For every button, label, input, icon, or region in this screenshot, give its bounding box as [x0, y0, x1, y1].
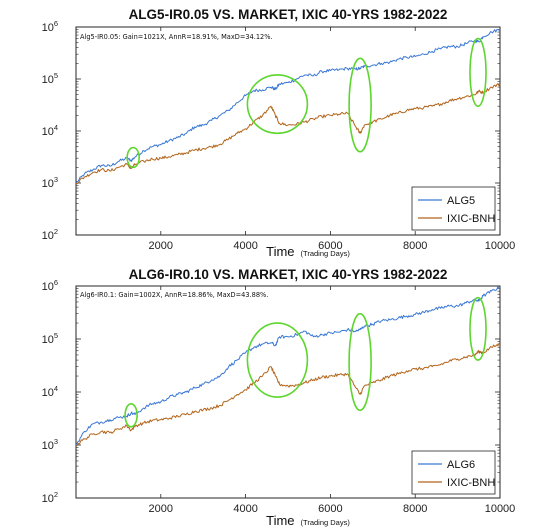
chart-bottom-annotation: Alg6-IR0.1: Gain=1002X, AnnR=18.86%, Max…	[80, 291, 268, 299]
chart-bottom-title: ALG6-IR0.10 VS. MARKET, IXIC 40-YRS 1982…	[129, 267, 448, 282]
chart-top-series-ixic-line	[75, 83, 501, 185]
chart-top-highlight-ellipse	[348, 57, 372, 153]
chart-top-highlight-ellipse	[469, 37, 487, 108]
chart-top-legend-label-ixic: IXIC-BNH	[447, 213, 495, 225]
chart-bottom-legend-box	[411, 450, 496, 495]
chart-bottom-highlight-ellipse	[246, 322, 309, 398]
chart-bottom: ALG6-IR0.10 VS. MARKET, IXIC 40-YRS 1982…	[42, 267, 516, 529]
chart-bottom-x-tick-label: 2000	[149, 503, 173, 515]
chart-bottom-y-tick-label: 102	[42, 490, 58, 505]
chart-bottom-y-tick-label: 104	[42, 384, 58, 399]
chart-top-x-label-main: Time	[266, 244, 294, 259]
chart-top-highlight-ellipse	[126, 146, 140, 169]
chart-bottom-y-tick-label: 103	[42, 437, 58, 452]
chart-bottom-legend: ALG6 IXIC-BNH	[411, 450, 496, 495]
chart-bottom-x-tick-label: 8000	[403, 503, 427, 515]
chart-bottom-series-ixic-line	[75, 343, 501, 447]
chart-top-x-label: Time (Trading Days)	[266, 243, 350, 260]
chart-top-x-tick-label: 8000	[403, 240, 427, 252]
chart-top-y-tick-label: 103	[42, 175, 58, 190]
chart-bottom-y-tick-label: 105	[42, 331, 58, 346]
chart-top-x-tick-label: 6000	[318, 240, 342, 252]
chart-top-legend-box	[411, 186, 496, 231]
chart-top-y-tick-label: 104	[42, 123, 58, 138]
chart-bottom-highlight-ellipse	[469, 296, 487, 361]
chart-top-y-ticks: 102 103 104 105 106	[42, 19, 500, 242]
chart-top-legend: ALG5 IXIC-BNH	[411, 186, 496, 231]
chart-top-highlights	[126, 37, 487, 169]
chart-top-title: ALG5-IR0.05 VS. MARKET, IXIC 40-YRS 1982…	[129, 7, 448, 22]
chart-bottom-x-tick-label: 4000	[233, 503, 257, 515]
chart-bottom-highlights	[124, 296, 487, 428]
chart-bottom-x-tick-label: 10000	[485, 503, 516, 515]
chart-top-x-ticks: 2000 4000 6000 8000 10000	[149, 27, 516, 252]
chart-bottom-highlight-ellipse	[348, 312, 372, 412]
chart-top-x-tick-label: 4000	[233, 240, 257, 252]
chart-bottom-y-ticks: 102 103 104 105 106	[42, 278, 500, 505]
chart-bottom-x-label: Time (Trading Days)	[266, 512, 350, 529]
chart-top-x-tick-label: 2000	[149, 240, 173, 252]
chart-top-legend-label-alg5: ALG5	[447, 195, 475, 207]
chart-top-x-label-sub: (Trading Days)	[301, 249, 351, 258]
chart-top-x-tick-label: 10000	[485, 240, 516, 252]
chart-top-y-tick-label: 105	[42, 71, 58, 86]
chart-bottom-highlight-ellipse	[124, 402, 138, 428]
chart-top-y-tick-label: 106	[42, 19, 58, 34]
chart-bottom-x-tick-label: 6000	[318, 503, 342, 515]
chart-bottom-y-tick-label: 106	[42, 278, 58, 293]
chart-top: ALG5-IR0.05 VS. MARKET, IXIC 40-YRS 1982…	[42, 7, 516, 260]
chart-top-annotation: Alg5-IR0.05: Gain=1021X, AnnR=18.91%, Ma…	[80, 33, 273, 41]
chart-bottom-legend-label-ixic: IXIC-BNH	[447, 477, 495, 489]
chart-bottom-x-label-main: Time	[266, 513, 294, 528]
chart-bottom-legend-label-alg6: ALG6	[447, 459, 475, 471]
chart-top-series	[75, 28, 501, 185]
chart-bottom-x-ticks: 2000 4000 6000 8000 10000	[149, 286, 516, 515]
chart-bottom-x-label-sub: (Trading Days)	[301, 518, 351, 527]
chart-bottom-series	[75, 286, 501, 447]
chart-bottom-series-alg6-line	[75, 286, 501, 446]
chart-top-highlight-ellipse	[246, 74, 309, 135]
chart-top-series-alg5-line	[75, 28, 501, 184]
chart-top-y-tick-label: 102	[42, 227, 58, 242]
